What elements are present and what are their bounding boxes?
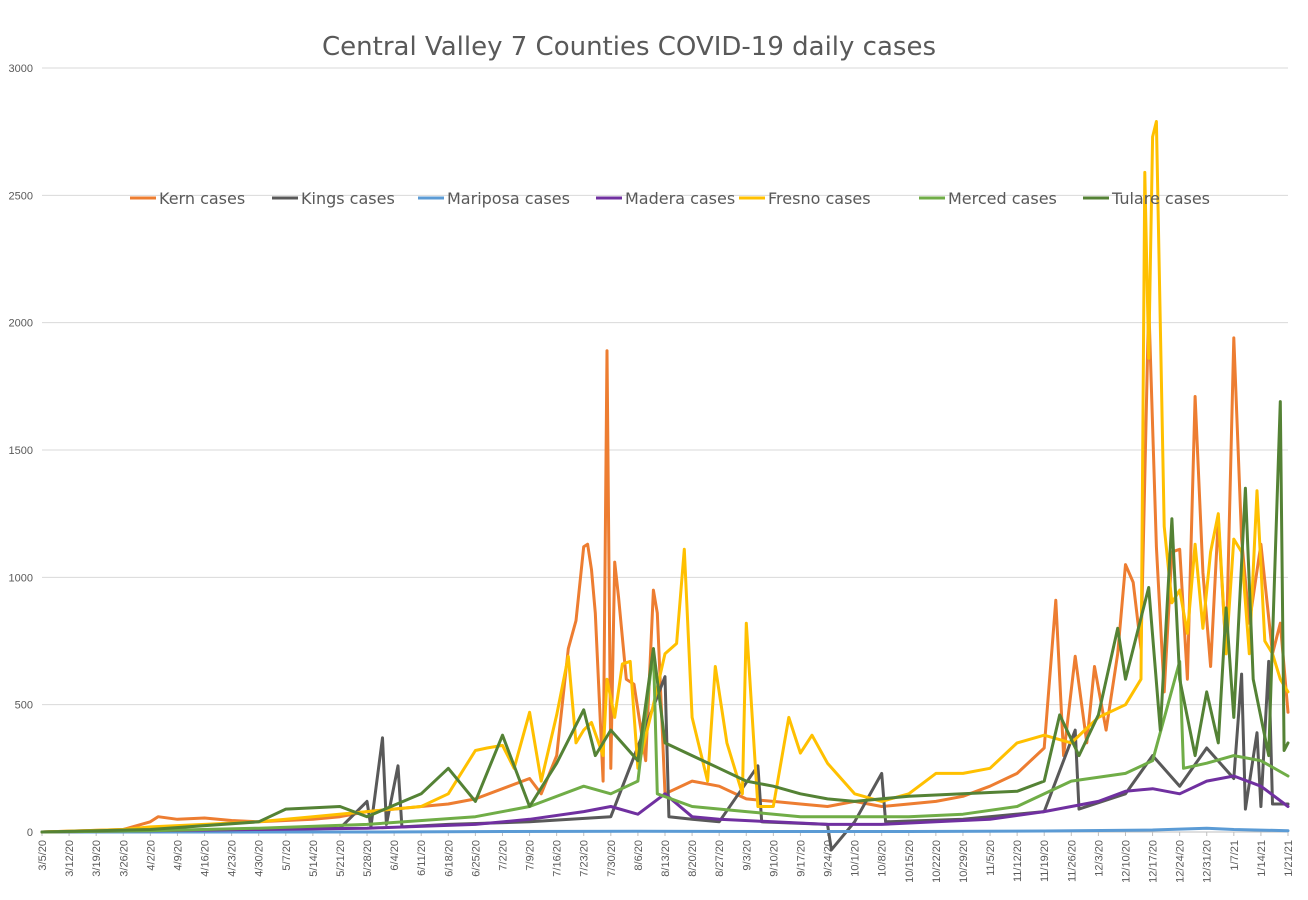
gridlines (42, 67, 1288, 833)
legend-label: Fresno cases (768, 189, 871, 208)
y-tick-label: 500 (15, 700, 33, 712)
x-tick-label: 3/12/20 (64, 840, 76, 877)
x-tick-label: 7/23/20 (579, 840, 591, 877)
x-tick-label: 12/10/20 (1120, 840, 1132, 883)
x-tick-label: 6/18/20 (443, 840, 455, 877)
series-line-kings-cases (40, 659, 1290, 852)
legend-label: Madera cases (625, 189, 735, 208)
series-lines (40, 120, 1290, 852)
x-tick-label: 9/3/20 (741, 840, 753, 871)
x-tick-label: 4/30/20 (254, 840, 266, 877)
series-line-tulare-cases (40, 400, 1290, 834)
x-tick-label: 12/17/20 (1148, 840, 1160, 883)
x-tick-label: 10/1/20 (850, 840, 862, 877)
x-tick-label: 1/7/21 (1229, 840, 1241, 871)
x-tick-label: 8/13/20 (660, 840, 672, 877)
chart-title: Central Valley 7 Counties COVID-19 daily… (322, 32, 936, 62)
x-tick-label: 8/27/20 (714, 840, 726, 877)
y-axis-ticks: 0 500 1000 1500 2000 2500 3000 (9, 63, 33, 839)
x-tick-label: 1/14/21 (1256, 840, 1268, 877)
x-tick-label: 3/5/20 (37, 840, 49, 871)
x-tick-label: 5/7/20 (281, 840, 293, 871)
legend-label: Kern cases (159, 189, 245, 208)
x-tick-label: 6/4/20 (389, 840, 401, 871)
series-line-madera-cases (40, 774, 1290, 834)
x-tick-label: 5/21/20 (335, 840, 347, 877)
x-tick-label: 8/6/20 (633, 840, 645, 871)
legend-label: Mariposa cases (447, 189, 570, 208)
x-tick-label: 12/24/20 (1175, 840, 1187, 883)
legend-label: Tulare cases (1111, 189, 1210, 208)
x-tick-label: 5/14/20 (308, 840, 320, 877)
y-tick-label: 2000 (9, 318, 33, 330)
x-tick-label: 3/26/20 (118, 840, 130, 877)
x-tick-label: 12/31/20 (1202, 840, 1214, 883)
x-tick-label: 5/28/20 (362, 840, 374, 877)
x-tick-label: 7/2/20 (497, 840, 509, 871)
y-tick-label: 2500 (9, 190, 33, 202)
y-tick-label: 1500 (9, 445, 33, 457)
x-tick-label: 11/26/20 (1066, 840, 1078, 882)
series-line-fresno-cases (40, 120, 1290, 834)
series-line-mariposa-cases (40, 826, 1290, 834)
x-tick-label: 8/20/20 (687, 840, 699, 877)
y-tick-label: 3000 (9, 63, 33, 75)
x-tick-label: 4/9/20 (172, 840, 184, 871)
x-tick-label: 10/22/20 (931, 840, 943, 883)
series-line-merced-cases (40, 647, 1290, 834)
x-tick-label: 10/29/20 (958, 840, 970, 883)
x-tick-label: 11/19/20 (1039, 840, 1051, 882)
x-tick-label: 10/15/20 (904, 840, 916, 883)
x-tick-label: 9/17/20 (795, 840, 807, 877)
legend-label: Kings cases (301, 189, 395, 208)
x-tick-label: 4/2/20 (145, 840, 157, 871)
series-line-kern-cases (40, 300, 1290, 834)
legend-label: Merced cases (948, 189, 1057, 208)
x-tick-label: 9/24/20 (823, 840, 835, 877)
x-tick-label: 7/9/20 (525, 840, 537, 871)
x-tick-label: 7/30/20 (606, 840, 618, 877)
x-tick-label: 4/16/20 (200, 840, 212, 877)
x-tick-label: 6/25/20 (470, 840, 482, 877)
x-tick-label: 3/19/20 (91, 840, 103, 877)
x-tick-label: 6/11/20 (416, 840, 428, 876)
y-tick-label: 1000 (9, 572, 33, 584)
x-tick-label: 1/21/21 (1283, 840, 1295, 877)
x-tick-label: 12/3/20 (1093, 840, 1105, 877)
legend: Kern cases Kings cases Mariposa cases Mader… (130, 189, 1210, 208)
y-tick-label: 0 (27, 827, 33, 839)
x-tick-label: 7/16/20 (552, 840, 564, 877)
x-tick-label: 10/8/20 (877, 840, 889, 877)
x-tick-label: 9/10/20 (768, 840, 780, 877)
x-tick-label: 4/23/20 (227, 840, 239, 877)
x-tick-label: 11/12/20 (1012, 840, 1024, 882)
x-axis-ticks: 3/5/20 3/12/20 3/19/20 3/26/20 4/2/20 4/9/20 4… (37, 832, 1295, 883)
x-tick-label: 11/5/20 (985, 840, 997, 876)
